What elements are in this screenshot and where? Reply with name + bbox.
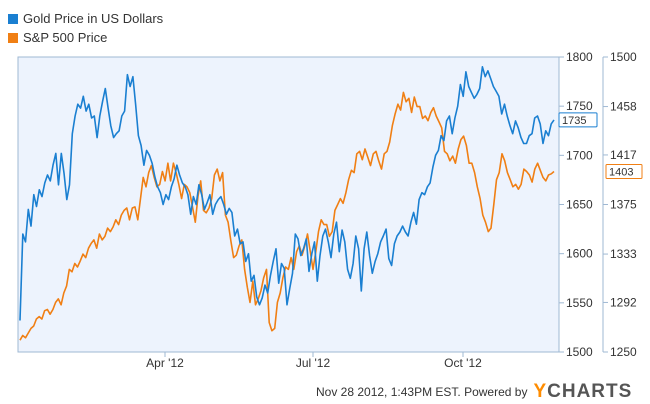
- gold-last-value: 1735: [562, 115, 586, 127]
- x-tick-label: Jul '12: [296, 356, 331, 370]
- x-tick-label: Apr '12: [146, 356, 184, 370]
- x-axis: Apr '12 Jul '12 Oct '12: [146, 352, 482, 370]
- left-tick-label: 1700: [566, 148, 593, 162]
- chart-footer: Nov 28 2012, 1:43PM EST. Powered by YCHA…: [316, 381, 633, 402]
- gold-legend-swatch: [8, 13, 18, 24]
- legend-label-gold: Gold Price in US Dollars: [23, 11, 164, 26]
- left-tick-label: 1650: [566, 198, 593, 212]
- right-tick-label: 1250: [610, 345, 637, 359]
- sp500-series-line: [19, 91, 555, 341]
- legend-label-sp500: S&P 500 Price: [23, 30, 108, 45]
- right-tick-label: 1500: [610, 50, 637, 64]
- gold-last-value-box: [558, 112, 598, 128]
- sp500-last-value: 1403: [609, 166, 633, 178]
- left-tick-label: 1750: [566, 99, 593, 113]
- last-value-labels: 1735 1403: [558, 112, 643, 179]
- right-tick-label: 1458: [610, 100, 637, 114]
- left-tick-label: 1600: [566, 247, 593, 261]
- plot-area: [17, 56, 560, 353]
- right-y-axis: 1250 1292 1333 1375 1417 1458 1500: [603, 50, 637, 359]
- sp500-legend-swatch: [8, 32, 18, 43]
- legend-item-gold[interactable]: Gold Price in US Dollars: [8, 11, 163, 26]
- ycharts-logo: YCHARTS: [533, 381, 633, 402]
- right-tick-label: 1292: [610, 295, 637, 309]
- right-tick-label: 1333: [610, 247, 637, 261]
- left-tick-label: 1550: [566, 296, 593, 310]
- left-tick-label: 1500: [566, 345, 593, 359]
- sp500-last-value-box: [605, 163, 643, 179]
- gold-series-line: [19, 66, 555, 321]
- legend-item-sp500[interactable]: S&P 500 Price: [8, 30, 107, 45]
- series-lines: [19, 66, 555, 341]
- left-y-axis: 1500 1550 1600 1650 1700 1750 1800: [559, 50, 593, 359]
- x-tick-label: Oct '12: [444, 356, 482, 370]
- right-tick-label: 1375: [610, 198, 637, 212]
- right-tick-label: 1417: [610, 148, 637, 162]
- left-tick-label: 1800: [566, 50, 593, 64]
